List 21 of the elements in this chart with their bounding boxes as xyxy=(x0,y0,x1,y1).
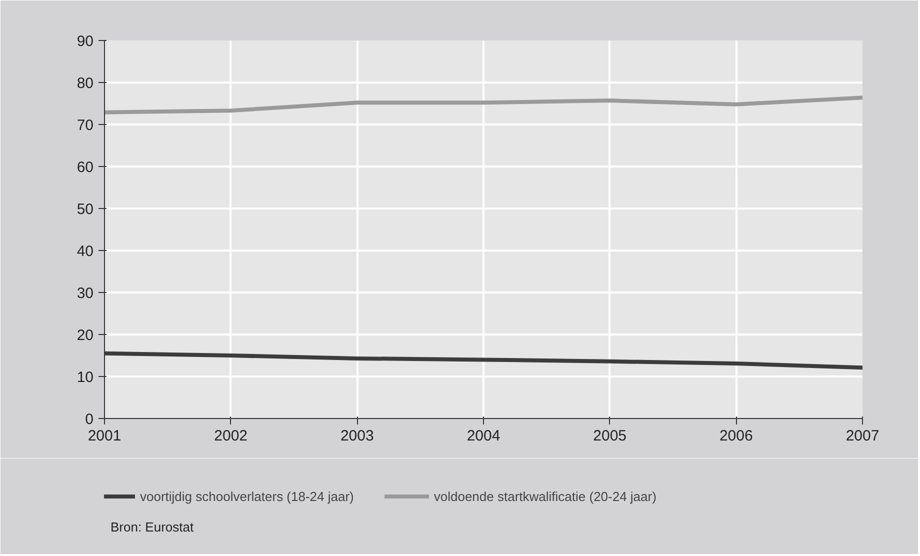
x-tick-label: 2005 xyxy=(593,428,627,444)
y-tick-label: 10 xyxy=(76,369,94,386)
x-tick-label: 2003 xyxy=(340,428,374,444)
y-tick-label: 90 xyxy=(76,33,94,50)
x-tick-label: 2002 xyxy=(214,428,248,444)
y-tick-label: 70 xyxy=(76,117,94,134)
y-tick-label: 50 xyxy=(76,201,94,218)
y-tick-label: 80 xyxy=(76,75,94,92)
line-series xyxy=(104,96,862,114)
y-tick-label: 0 xyxy=(85,411,94,428)
y-tick-label: 40 xyxy=(76,243,94,260)
x-tick-label: 2001 xyxy=(88,428,122,444)
x-tick-label: 2004 xyxy=(466,428,500,444)
y-tick-label: 60 xyxy=(76,159,94,176)
x-tick-label: 2007 xyxy=(846,428,880,444)
y-tick-label: 20 xyxy=(76,327,94,344)
y-tick-label: 30 xyxy=(76,285,94,302)
legend-label: voldoende startkwalificatie (20-24 jaar) xyxy=(434,488,656,504)
x-tick-label: 2006 xyxy=(719,428,753,444)
text: Bron: Eurostat xyxy=(110,520,194,534)
legend-label: voortijdig schoolverlaters (18-24 jaar) xyxy=(140,488,354,504)
